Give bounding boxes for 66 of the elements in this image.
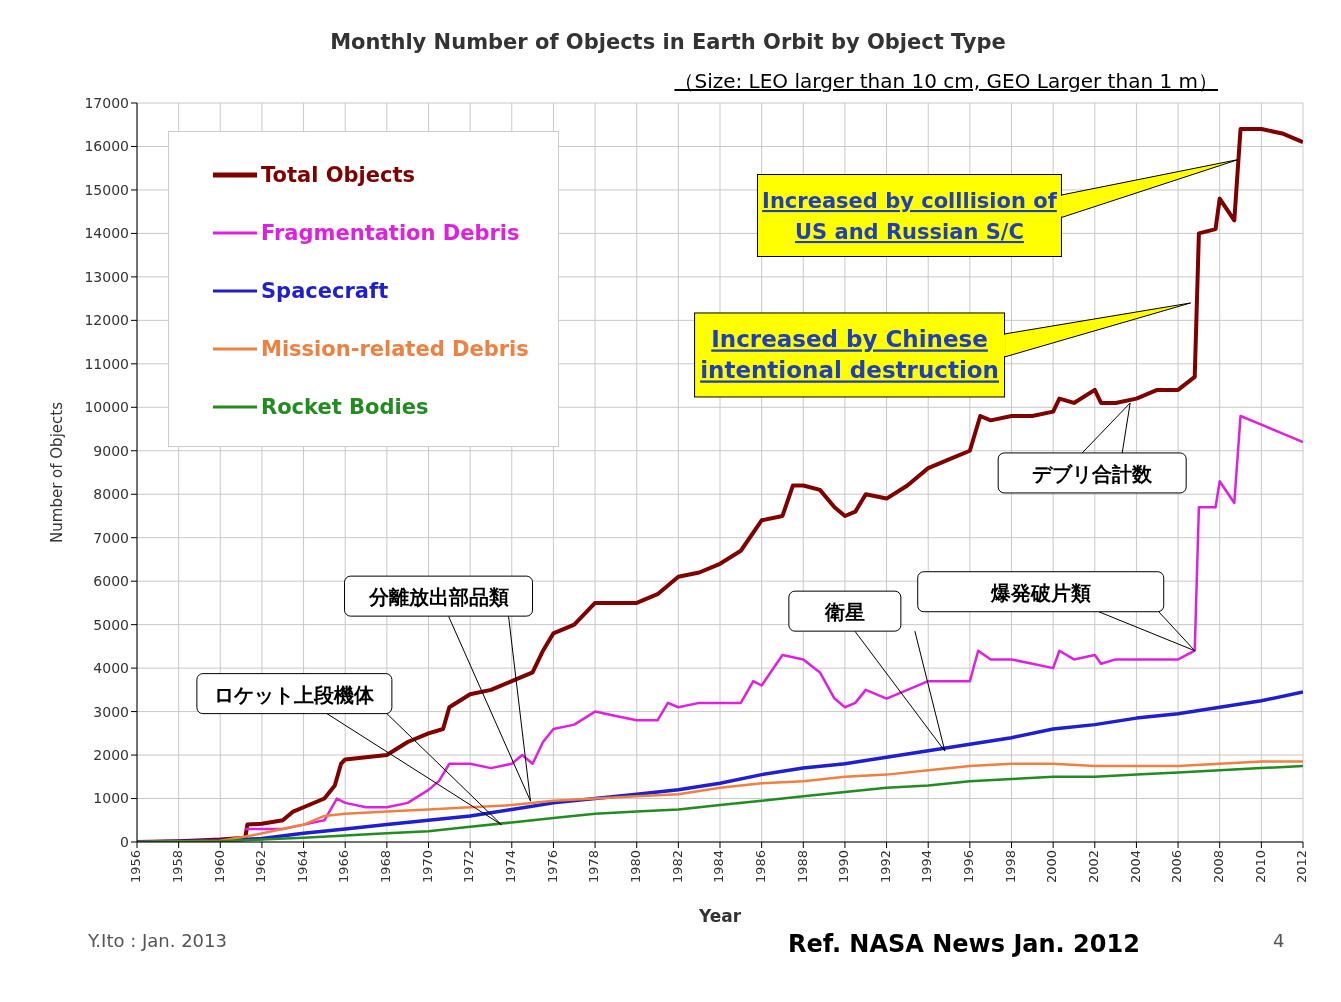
x-tick-label: 1984 [711, 850, 727, 884]
legend-label: Mission-related Debris [261, 337, 529, 361]
x-tick-label: 1976 [544, 850, 560, 884]
text: Ref. NASA News Jan. 2012 [788, 930, 1140, 958]
y-tick-label: 16000 [84, 138, 129, 155]
y-tick-label: 1000 [93, 790, 129, 807]
y-tick-label: 15000 [84, 181, 129, 198]
chart-title: Monthly Number of Objects in Earth Orbit by Object Type [329, 30, 1007, 54]
x-tick-label: 2010 [1252, 850, 1268, 884]
y-tick-label: 4000 [93, 660, 129, 677]
y-tick-label: 11000 [84, 355, 129, 372]
chart-subtitle: （Size: LEO larger than 10 cm, GEO Larger than 1 m） [673, 68, 1218, 95]
y-tick-label: 0 [120, 833, 129, 850]
x-tick-label: 1974 [503, 850, 519, 884]
y-tick-label: 8000 [93, 486, 129, 503]
x-tick-label: 1994 [919, 850, 935, 884]
x-tick-label: 1986 [752, 850, 768, 884]
y-axis-title: Number of Objects [48, 401, 67, 543]
text: 4 [1273, 930, 1285, 951]
x-tick-label: 2002 [1086, 850, 1102, 884]
legend-label: Total Objects [261, 163, 415, 187]
x-tick-label: 1964 [294, 850, 310, 884]
x-tick-label: 1966 [336, 850, 352, 884]
x-tick-label: 1978 [586, 850, 602, 884]
x-tick-label: 2012 [1294, 850, 1310, 884]
y-tick-label: 6000 [93, 573, 129, 590]
annotation: 衛星 [823, 600, 865, 625]
y-tick-label: 10000 [84, 399, 129, 416]
x-tick-label: 2000 [1044, 850, 1060, 884]
x-tick-label: 1982 [669, 850, 685, 884]
x-tick-label: 1958 [169, 850, 185, 884]
x-tick-label: 1972 [461, 850, 477, 884]
legend-label: Spacecraft [261, 279, 389, 303]
x-tick-label: 1992 [877, 850, 893, 884]
x-tick-label: 2008 [1210, 850, 1226, 884]
y-tick-label: 14000 [84, 225, 129, 242]
x-tick-label: 1998 [1002, 850, 1018, 884]
annotation: デブリ合計数 [1032, 461, 1154, 486]
annotation: 分離放出部品類 [367, 585, 509, 610]
annotation: 爆発破片類 [989, 580, 1091, 605]
legend-label: Rocket Bodies [261, 395, 429, 419]
y-tick-label: 7000 [93, 529, 129, 546]
x-tick-label: 1968 [378, 850, 394, 884]
text: Y.Ito : Jan. 2013 [88, 930, 227, 951]
x-tick-label: 1956 [128, 850, 144, 884]
x-tick-label: 1980 [627, 850, 643, 884]
y-tick-label: 3000 [93, 703, 129, 720]
x-tick-label: 2006 [1169, 850, 1185, 884]
y-tick-label: 13000 [84, 268, 129, 285]
x-axis-title: Year [697, 906, 742, 926]
x-tick-label: 2004 [1127, 850, 1143, 884]
y-tick-label: 17000 [84, 94, 129, 111]
annotation: Increased by colllision of US and Russian S/C [762, 189, 1058, 245]
y-tick-label: 2000 [93, 747, 129, 764]
annotation: Increased by Chinese intentional destruction [700, 326, 999, 384]
annotation: ロケット上段機体 [214, 682, 376, 707]
y-tick-label: 5000 [93, 616, 129, 633]
x-tick-label: 1970 [419, 850, 435, 884]
y-tick-label: 12000 [84, 312, 129, 329]
x-tick-label: 1960 [211, 850, 227, 884]
x-tick-label: 1996 [961, 850, 977, 884]
x-tick-label: 1988 [794, 850, 810, 884]
x-tick-label: 1990 [836, 850, 852, 884]
legend-label: Fragmentation Debris [261, 221, 520, 245]
y-tick-label: 9000 [93, 442, 129, 459]
x-tick-label: 1962 [253, 850, 269, 884]
